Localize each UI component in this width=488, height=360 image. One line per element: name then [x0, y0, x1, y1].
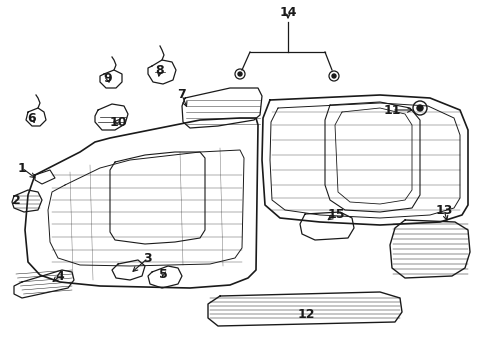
Text: 6: 6	[28, 112, 36, 125]
Text: 15: 15	[326, 207, 344, 220]
Text: 14: 14	[279, 5, 296, 18]
Text: 12: 12	[297, 307, 314, 320]
Circle shape	[238, 72, 242, 76]
Text: 7: 7	[177, 89, 186, 102]
Text: 4: 4	[56, 270, 64, 283]
Circle shape	[331, 74, 335, 78]
Text: 2: 2	[12, 194, 20, 207]
Circle shape	[416, 105, 422, 111]
Text: 11: 11	[383, 104, 400, 117]
Text: 10: 10	[109, 116, 126, 129]
Text: 5: 5	[158, 267, 167, 280]
Text: 13: 13	[434, 203, 452, 216]
Text: 8: 8	[155, 63, 164, 77]
Text: 3: 3	[143, 252, 152, 265]
Text: 1: 1	[18, 162, 26, 175]
Text: 9: 9	[103, 72, 112, 85]
